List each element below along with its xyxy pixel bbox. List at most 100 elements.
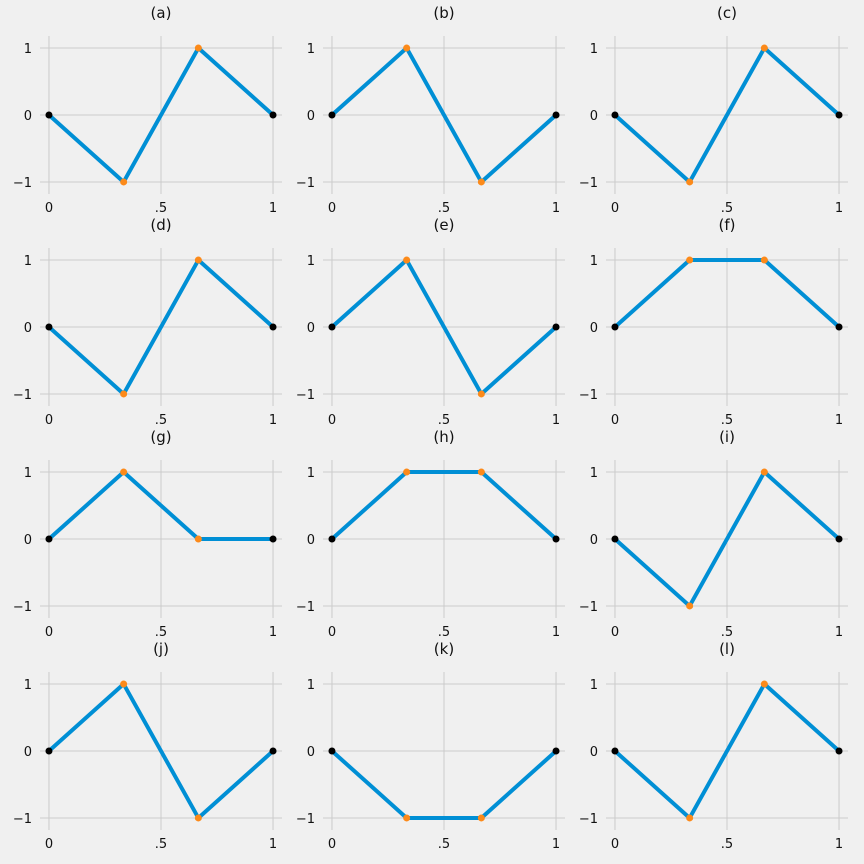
- y-tick-label: 1: [24, 254, 32, 269]
- x-tick-label: 0: [611, 837, 619, 852]
- midpoint-marker: [686, 602, 694, 610]
- x-tick-label: 0: [328, 201, 336, 216]
- panel-title: (f): [719, 216, 736, 234]
- y-tick-label: −1: [13, 600, 32, 615]
- midpoint-marker: [403, 256, 411, 264]
- y-tick-label: 0: [307, 321, 315, 336]
- series-line: [329, 470, 559, 541]
- midpoint-marker: [403, 468, 411, 476]
- x-tick-label: .5: [721, 413, 733, 428]
- y-tick-label: −1: [13, 812, 32, 827]
- panel-title: (c): [717, 4, 737, 22]
- midpoint-marker: [120, 390, 128, 398]
- panel-c: 0 .5 1 −1 0 1 (c): [579, 4, 848, 216]
- x-tick-label: 0: [45, 201, 53, 216]
- x-tick-label: 1: [835, 201, 843, 216]
- series-line: [329, 46, 559, 184]
- series-line: [329, 749, 559, 820]
- y-tick-label: 1: [307, 42, 315, 57]
- y-tick-label: −1: [579, 600, 598, 615]
- endpoint-marker: [552, 535, 560, 543]
- x-tick-label: 1: [269, 625, 277, 640]
- panel-title: (l): [719, 640, 735, 658]
- y-tick-label: 0: [307, 533, 315, 548]
- y-tick-label: 0: [24, 109, 32, 124]
- y-tick-label: −1: [579, 812, 598, 827]
- midpoint-marker: [477, 178, 485, 186]
- endpoint-marker: [269, 323, 277, 331]
- panel-title: (e): [434, 216, 455, 234]
- endpoint-marker: [328, 111, 336, 119]
- endpoint-marker: [552, 323, 560, 331]
- x-tick-label: 0: [45, 625, 53, 640]
- panel-h: 0 .5 1 −1 0 1 (h): [296, 428, 565, 640]
- midpoint-marker: [194, 44, 202, 52]
- endpoint-marker: [269, 535, 277, 543]
- midpoint-marker: [686, 814, 694, 822]
- x-tick-label: 1: [552, 625, 560, 640]
- endpoint-marker: [45, 747, 53, 755]
- endpoint-marker: [269, 747, 277, 755]
- endpoint-marker: [45, 535, 53, 543]
- x-tick-label: .5: [721, 625, 733, 640]
- y-tick-label: −1: [579, 388, 598, 403]
- panel-title: (g): [150, 428, 171, 446]
- x-tick-label: 0: [611, 201, 619, 216]
- x-tick-label: .5: [438, 413, 450, 428]
- panel-k: 0 .5 1 −1 0 1 (k): [296, 640, 565, 852]
- y-tick-label: −1: [296, 388, 315, 403]
- y-tick-label: 0: [24, 533, 32, 548]
- y-tick-label: 1: [307, 678, 315, 693]
- panel-title: (d): [150, 216, 171, 234]
- series-line: [612, 470, 842, 608]
- panel-i: 0 .5 1 −1 0 1 (i): [579, 428, 848, 640]
- x-tick-label: .5: [155, 625, 167, 640]
- y-tick-label: 0: [307, 109, 315, 124]
- panel-a: 0 .5 1 −1 0 1 (a): [13, 4, 282, 216]
- endpoint-marker: [611, 323, 619, 331]
- x-tick-label: 1: [269, 413, 277, 428]
- midpoint-marker: [760, 680, 768, 688]
- y-tick-label: 0: [590, 321, 598, 336]
- y-tick-label: 0: [24, 745, 32, 760]
- panel-e: 0 .5 1 −1 0 1 (e): [296, 216, 565, 428]
- series-line: [46, 470, 276, 541]
- endpoint-marker: [835, 111, 843, 119]
- y-tick-label: 0: [590, 745, 598, 760]
- x-tick-label: .5: [438, 837, 450, 852]
- x-tick-label: .5: [721, 837, 733, 852]
- endpoint-marker: [835, 747, 843, 755]
- endpoint-marker: [328, 535, 336, 543]
- midpoint-marker: [477, 390, 485, 398]
- series-line: [329, 258, 559, 396]
- series-line: [612, 682, 842, 820]
- endpoint-marker: [269, 111, 277, 119]
- panel-l: 0 .5 1 −1 0 1 (l): [579, 640, 848, 852]
- y-tick-label: −1: [579, 176, 598, 191]
- y-tick-label: −1: [296, 176, 315, 191]
- y-tick-label: 1: [307, 466, 315, 481]
- endpoint-marker: [45, 111, 53, 119]
- y-tick-label: −1: [296, 600, 315, 615]
- series-line: [612, 258, 842, 329]
- panel-g: 0 .5 1 −1 0 1 (g): [13, 428, 282, 640]
- y-tick-label: 0: [307, 745, 315, 760]
- midpoint-marker: [686, 178, 694, 186]
- x-tick-label: .5: [155, 837, 167, 852]
- endpoint-marker: [552, 111, 560, 119]
- panel-title: (k): [434, 640, 454, 658]
- panel-title: (a): [151, 4, 172, 22]
- y-tick-label: 1: [590, 678, 598, 693]
- endpoint-marker: [328, 323, 336, 331]
- x-tick-label: .5: [721, 201, 733, 216]
- midpoint-marker: [760, 256, 768, 264]
- endpoint-marker: [835, 535, 843, 543]
- y-tick-label: −1: [13, 176, 32, 191]
- panel-title: (j): [153, 640, 169, 658]
- y-tick-label: 1: [24, 678, 32, 693]
- x-tick-label: 1: [835, 625, 843, 640]
- y-tick-label: 1: [24, 466, 32, 481]
- x-tick-label: 1: [835, 837, 843, 852]
- y-tick-label: −1: [296, 812, 315, 827]
